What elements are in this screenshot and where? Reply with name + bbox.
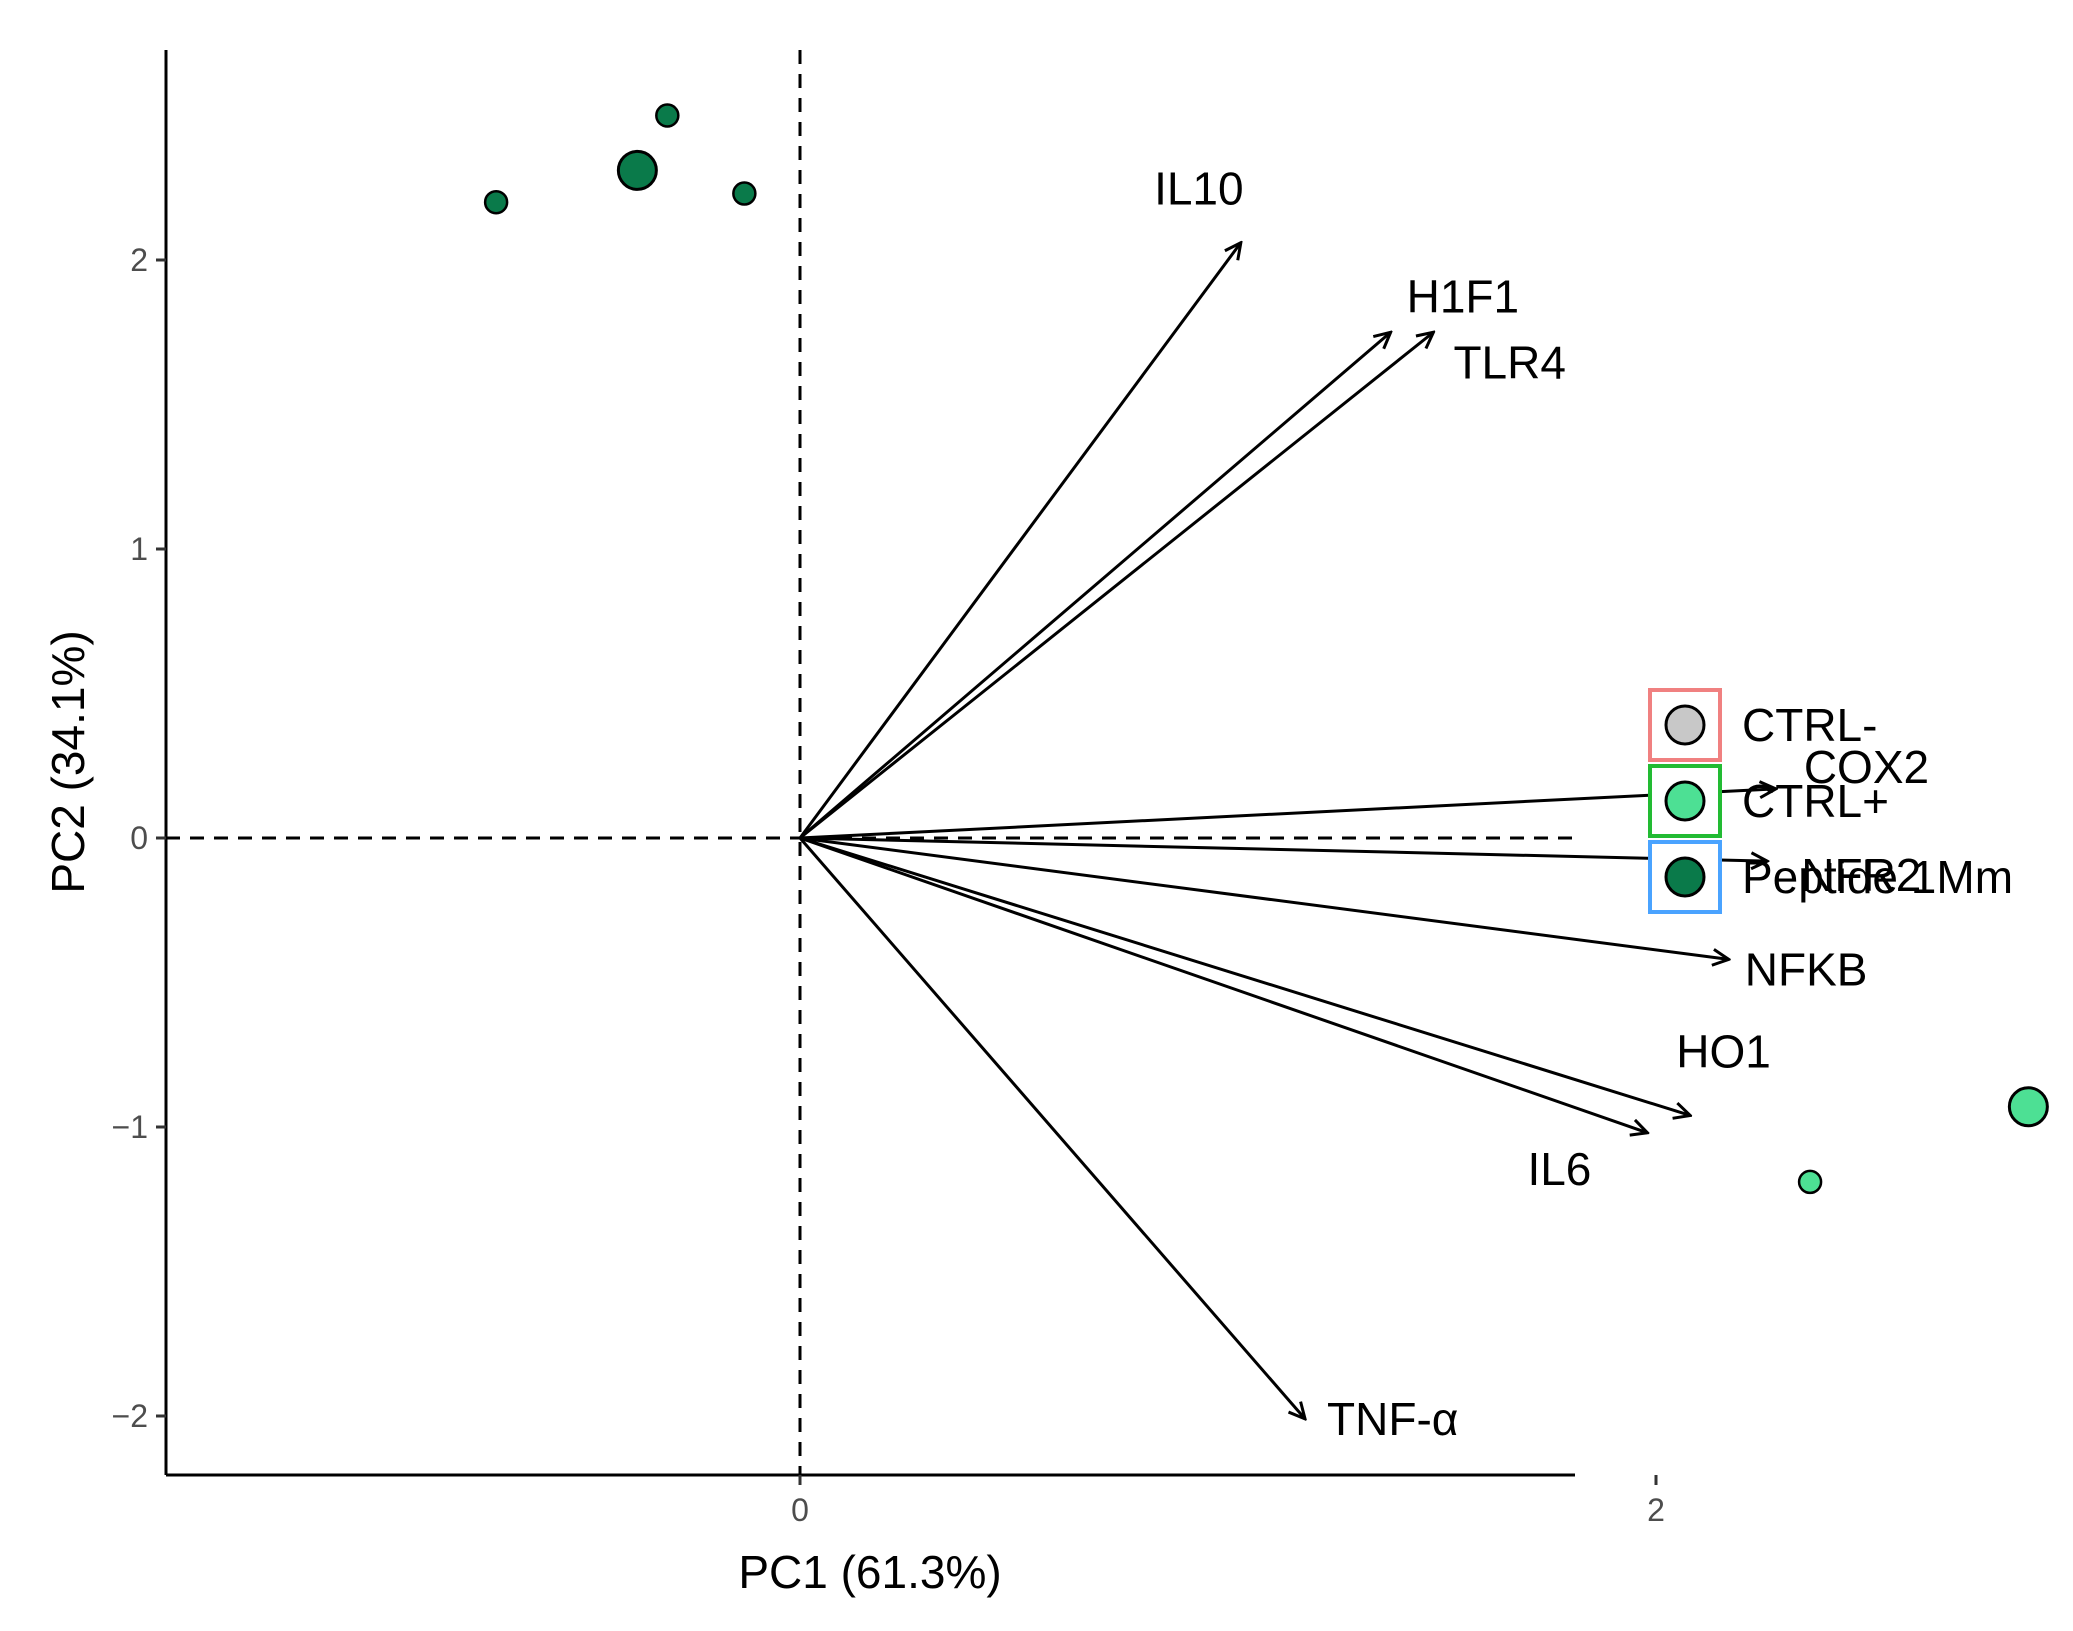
legend-key-swatch — [1664, 856, 1706, 898]
group-centroid — [2007, 1086, 2049, 1128]
loading-label: TLR4 — [1453, 336, 1565, 388]
legend-label: CTRL- — [1742, 699, 1877, 751]
x-tick-label: 0 — [791, 1492, 809, 1528]
loading-vectors: IL10 H1F1 TLR4 COX2 NFR2 NFKB HO1 IL6 TNF-α — [798, 163, 1929, 1445]
x-tick-label: 2 — [1647, 1492, 1665, 1528]
sample-points — [483, 103, 2049, 1195]
loading-arrow-il10 — [798, 243, 1241, 839]
legend-key-swatch — [1664, 780, 1706, 822]
y-tick-label: −2 — [112, 1398, 148, 1434]
y-tick-label: −1 — [112, 1109, 148, 1145]
y-axis-title: PC2 (34.1%) — [42, 630, 94, 893]
loading-label: H1F1 — [1407, 270, 1519, 322]
loading-arrow-cox2 — [799, 789, 1776, 840]
legend-key-swatch — [1664, 704, 1706, 746]
y-tick-label: 0 — [130, 820, 148, 856]
y-tick-label: 2 — [130, 242, 148, 278]
legend: CTRL- CTRL+ Peptide 1Mm — [1648, 688, 2013, 914]
sample-point — [655, 103, 680, 128]
legend-label: CTRL+ — [1742, 775, 1889, 827]
loading-arrow-h1f1 — [799, 332, 1391, 840]
loading-label: IL6 — [1527, 1143, 1591, 1195]
sample-point — [483, 189, 509, 215]
loading-label: NFR2 — [1801, 849, 1921, 901]
loading-label: COX2 — [1804, 741, 1929, 793]
loading-arrow-tlr4 — [799, 332, 1433, 840]
loading-label: TNF-α — [1327, 1393, 1458, 1445]
loading-arrow-tnf — [798, 837, 1305, 1419]
loading-label: IL10 — [1154, 163, 1244, 215]
sample-point — [1797, 1169, 1823, 1195]
y-tick-label: 1 — [130, 531, 148, 567]
y-axis-ticks: −2 −1 0 1 2 — [112, 242, 166, 1434]
loading-label: HO1 — [1676, 1025, 1771, 1077]
loading-arrow-ho1 — [799, 836, 1690, 1115]
sample-point — [732, 181, 757, 206]
loading-arrow-nfkb — [799, 836, 1729, 959]
x-axis-ticks: −202 — [791, 1475, 1665, 1528]
loading-label: NFKB — [1745, 943, 1868, 995]
loading-arrow-il6 — [799, 836, 1647, 1133]
group-centroid — [616, 149, 658, 191]
legend-label: Peptide 1Mm — [1742, 851, 2013, 903]
loading-arrow-nfr2 — [799, 836, 1767, 861]
x-axis-title: PC1 (61.3%) — [738, 1546, 1001, 1598]
legend-key-box — [1648, 840, 1722, 914]
